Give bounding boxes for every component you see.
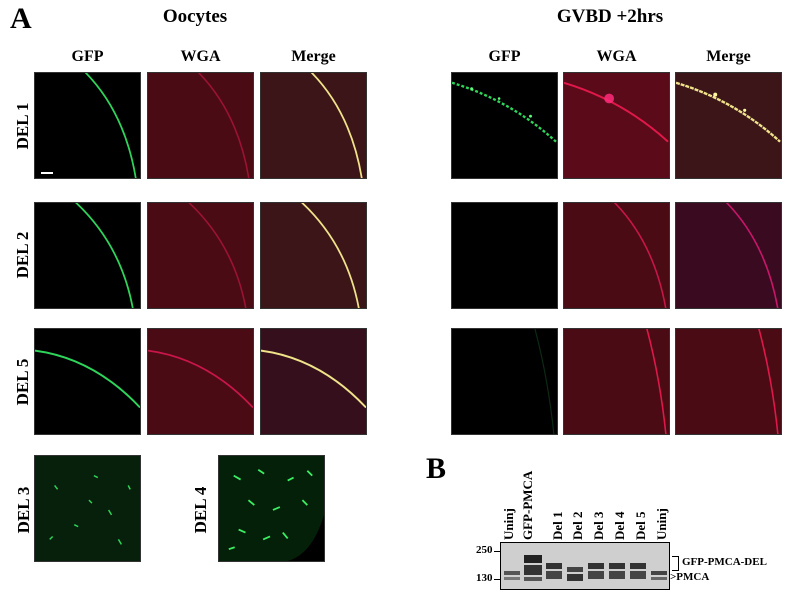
row-label-del2: DEL 2: [13, 231, 32, 279]
col-label-gfp-gvbd: GFP: [488, 48, 521, 65]
marker-tick-250: [494, 551, 500, 552]
lane-label: Del 5: [633, 511, 648, 540]
micrograph-del1-gvbd-wga: [563, 72, 670, 179]
band-bracket: [672, 556, 679, 571]
micrograph-del5-oocyte-gfp: [34, 328, 141, 435]
micrograph-del2-gvbd-gfp: [451, 202, 558, 309]
micrograph-del5-gvbd-merge: [675, 328, 782, 435]
lane-label: Uninj: [654, 508, 669, 540]
col-label-wga-gvbd: WGA: [596, 48, 637, 65]
band-label-pmca: >PMCA: [670, 571, 709, 583]
panel-letter-a: A: [10, 2, 32, 35]
micrograph-del2-gvbd-wga: [563, 202, 670, 309]
western-blot: [500, 542, 670, 590]
lane-label: Del 1: [550, 511, 565, 540]
lane-label: Uninj: [501, 508, 516, 540]
row-label-del1: DEL 1: [13, 102, 32, 150]
micrograph-del5-oocyte-wga: [147, 328, 254, 435]
marker-tick-130: [494, 579, 500, 580]
micrograph-del1-gvbd-gfp: [451, 72, 558, 179]
col-label-wga-oocytes: WGA: [180, 48, 221, 65]
col-label-gfp-oocytes: GFP: [71, 48, 104, 65]
lane-label: GFP-PMCA: [520, 470, 535, 540]
lane-label: Del 4: [612, 511, 627, 540]
micrograph-del4-gfp: [218, 455, 325, 562]
band-label-pmca-text: PMCA: [676, 571, 710, 583]
micrograph-del1-oocyte-wga: [147, 72, 254, 179]
mw-marker-130: 130: [476, 572, 493, 584]
col-label-merge-oocytes: Merge: [291, 48, 336, 65]
micrograph-del2-gvbd-merge: [675, 202, 782, 309]
micrograph-del2-oocyte-wga: [147, 202, 254, 309]
micrograph-del3-gfp: [34, 455, 141, 562]
pmca-arrow-icon: >: [670, 571, 677, 583]
micrograph-del5-gvbd-wga: [563, 328, 670, 435]
group-title-gvbd: GVBD +2hrs: [556, 6, 664, 27]
lane-label: Del 3: [591, 511, 606, 540]
row-label-del4: DEL 4: [191, 486, 210, 534]
micrograph-del5-gvbd-gfp: [451, 328, 558, 435]
micrograph-del2-oocyte-gfp: [34, 202, 141, 309]
row-label-del3: DEL 3: [14, 486, 33, 534]
micrograph-del5-oocyte-merge: [260, 328, 367, 435]
mw-marker-250: 250: [476, 544, 493, 556]
micrograph-del1-oocyte-gfp: [34, 72, 141, 179]
panel-letter-b: B: [426, 452, 447, 485]
lane-label: Del 2: [570, 511, 585, 540]
micrograph-del1-oocyte-merge: [260, 72, 367, 179]
scale-bar: [41, 172, 53, 174]
band-label-gfp-pmca-del: GFP-PMCA-DEL: [682, 556, 767, 568]
col-label-merge-gvbd: Merge: [706, 48, 751, 65]
micrograph-del2-oocyte-merge: [260, 202, 367, 309]
micrograph-del1-gvbd-merge: [675, 72, 782, 179]
group-title-oocytes: Oocytes: [162, 6, 228, 27]
row-label-del5: DEL 5: [13, 358, 32, 406]
